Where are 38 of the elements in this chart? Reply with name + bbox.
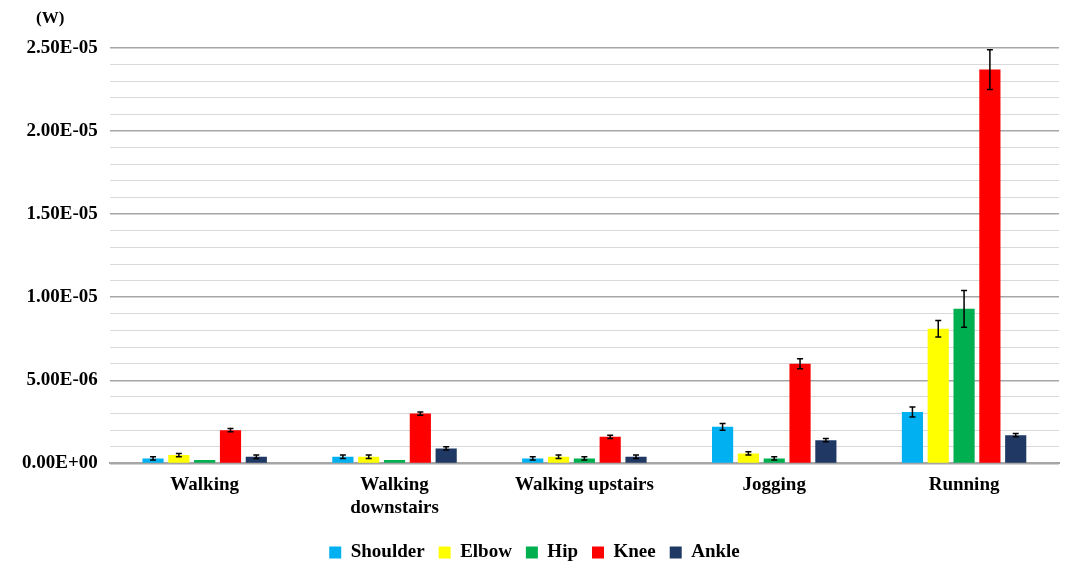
y-tick-label: 1.00E-05 [26,285,98,307]
legend-label: Hip [547,540,578,562]
bar [789,363,811,463]
bar [979,69,1001,463]
bar [927,328,949,463]
bar [409,413,431,463]
bar [815,440,837,463]
y-tick-label: 1.50E-05 [26,202,98,224]
x-tick-label: Jogging [742,472,807,494]
bar [194,460,216,463]
bar [219,430,242,463]
bar [737,453,759,463]
x-tick-label: Running [928,472,1000,494]
x-tick-label: Walking downstairs [350,472,439,517]
bar [953,308,975,463]
bar [358,456,380,463]
y-axis-title: (W) [36,8,65,28]
bar [901,411,924,463]
bar [547,456,570,463]
bar [383,460,406,463]
y-tick-label: 2.00E-05 [26,118,98,140]
y-tick-label: 0.00E+00 [22,451,98,473]
bar [332,456,354,463]
bar [168,455,190,463]
bar [245,456,267,463]
legend-label: Ankle [691,540,740,562]
bar [435,448,457,463]
bar [1005,435,1027,463]
y-tick-label: 5.00E-06 [26,368,98,390]
y-tick-label: 2.50E-05 [26,35,98,57]
legend-label: Knee [613,540,656,562]
bar [712,426,734,463]
x-tick-label: Walking upstairs [514,472,654,494]
bar [625,456,647,463]
x-tick-label: Walking [170,472,240,494]
legend-label: Shoulder [350,540,426,562]
bar [599,436,621,463]
legend-label: Elbow [460,540,513,562]
